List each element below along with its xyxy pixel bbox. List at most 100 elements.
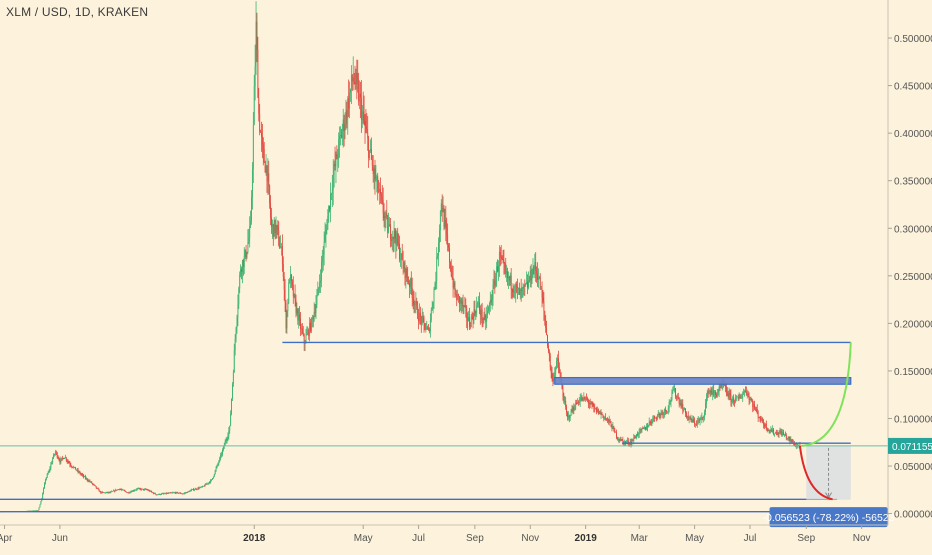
candle-body bbox=[357, 79, 358, 83]
candle-body bbox=[333, 175, 334, 189]
candle-body bbox=[746, 392, 747, 395]
candle-body bbox=[713, 390, 714, 392]
candle-body bbox=[227, 439, 228, 441]
candle-body bbox=[784, 435, 785, 436]
candle-body bbox=[92, 483, 93, 484]
candle-body bbox=[345, 110, 346, 124]
candle-body bbox=[130, 492, 131, 493]
candle-body bbox=[460, 299, 461, 303]
candle-body bbox=[397, 233, 398, 243]
candle-body bbox=[221, 455, 222, 456]
candle-body bbox=[596, 408, 597, 412]
candle-body bbox=[376, 176, 377, 179]
candle-body bbox=[472, 317, 473, 318]
candle-body bbox=[384, 213, 385, 218]
candle-body bbox=[475, 313, 476, 314]
candle-body bbox=[659, 414, 660, 415]
candle-body bbox=[480, 310, 481, 315]
candle-body bbox=[760, 418, 761, 420]
candle-body bbox=[570, 416, 571, 418]
candle-body bbox=[641, 428, 642, 430]
candle-body bbox=[607, 419, 608, 420]
candle-body bbox=[286, 303, 287, 329]
price-tick-label: 0.000000 bbox=[894, 510, 932, 521]
candle-body bbox=[525, 283, 526, 285]
candle-body bbox=[454, 282, 455, 295]
candle-body bbox=[173, 493, 174, 494]
candle-body bbox=[404, 263, 405, 269]
candle-body bbox=[443, 208, 444, 212]
candle-body bbox=[61, 458, 62, 459]
candle-body bbox=[493, 281, 494, 285]
candle-body bbox=[681, 403, 682, 407]
candle-body bbox=[383, 200, 384, 213]
candle-body bbox=[582, 398, 583, 401]
candle-body bbox=[679, 398, 680, 403]
candle-body bbox=[314, 312, 315, 319]
candle-body bbox=[541, 289, 542, 290]
candle-body bbox=[360, 94, 361, 98]
candle-body bbox=[470, 327, 471, 328]
candle-body bbox=[301, 328, 302, 329]
candle-body bbox=[127, 492, 128, 493]
candle-body bbox=[180, 493, 181, 494]
candle-body bbox=[464, 306, 465, 307]
candle-body bbox=[614, 428, 615, 431]
candle-body bbox=[781, 432, 782, 435]
candle-body bbox=[453, 277, 454, 287]
candle-body bbox=[216, 468, 217, 471]
candle-body bbox=[270, 203, 271, 217]
candle-body bbox=[571, 410, 572, 416]
candle-body bbox=[710, 391, 711, 393]
candle-body bbox=[745, 391, 746, 392]
candle-body bbox=[91, 482, 92, 484]
candle-body bbox=[485, 319, 486, 322]
candle-body bbox=[529, 280, 530, 281]
candle-body bbox=[75, 467, 76, 470]
candle-body bbox=[393, 237, 394, 239]
candle-body bbox=[772, 429, 773, 431]
candle-body bbox=[217, 465, 218, 468]
candle-body bbox=[157, 495, 158, 496]
candle-body bbox=[323, 255, 324, 259]
candle-body bbox=[50, 464, 51, 468]
candle-body bbox=[658, 414, 659, 415]
candle-body bbox=[167, 493, 168, 494]
candle-body bbox=[285, 290, 286, 303]
candle-body bbox=[312, 318, 313, 319]
candle-body bbox=[734, 402, 735, 403]
candle-body bbox=[198, 488, 199, 489]
candle-body bbox=[454, 282, 455, 287]
candle-body bbox=[521, 290, 522, 291]
candle-body bbox=[118, 489, 119, 490]
candle-body bbox=[378, 191, 379, 192]
candle-body bbox=[540, 277, 541, 290]
candle-body bbox=[461, 299, 462, 304]
candle-body bbox=[477, 303, 478, 305]
candle-body bbox=[251, 197, 252, 221]
candle-body bbox=[588, 400, 589, 403]
candle-body bbox=[618, 439, 619, 440]
candle-body bbox=[94, 485, 95, 486]
candle-body bbox=[235, 339, 236, 350]
candle-body bbox=[253, 125, 254, 169]
candle-body bbox=[153, 493, 154, 494]
candle-body bbox=[403, 260, 404, 268]
candle-body bbox=[578, 402, 579, 403]
time-tick-label: May bbox=[685, 533, 704, 544]
candle-body bbox=[441, 203, 442, 211]
candle-body bbox=[490, 300, 491, 303]
candle-body bbox=[330, 194, 331, 210]
candle-body bbox=[268, 173, 269, 185]
candle-body bbox=[575, 403, 576, 410]
candle-body bbox=[151, 491, 152, 492]
candle-body bbox=[382, 196, 383, 200]
candle-body bbox=[340, 135, 341, 136]
candle-body bbox=[425, 329, 426, 330]
candle-body bbox=[469, 317, 470, 326]
candle-body bbox=[715, 392, 716, 395]
candle-body bbox=[336, 154, 337, 159]
candle-body bbox=[647, 426, 648, 427]
candle-body bbox=[414, 299, 415, 305]
